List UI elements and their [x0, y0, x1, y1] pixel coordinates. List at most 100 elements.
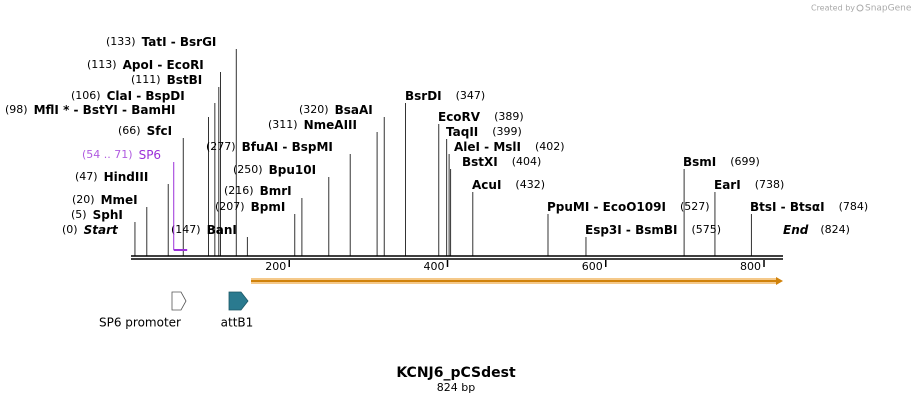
- site-position: (111): [131, 73, 161, 86]
- site-name: ApoI - EcoRI: [123, 58, 204, 72]
- site-label: End (824): [783, 223, 850, 237]
- site-name: SphI: [93, 208, 123, 222]
- site-name: AcuI: [472, 178, 501, 192]
- site-position: (66): [118, 124, 141, 137]
- site-name: Start: [84, 223, 119, 237]
- site-name: BsrDI: [405, 89, 442, 103]
- site-label: (113) ApoI - EcoRI: [87, 58, 204, 72]
- site-label: BstXI (404): [462, 155, 541, 169]
- site-name: BsmI: [683, 155, 716, 169]
- credit: Created by: [811, 4, 855, 13]
- site-position: (320): [299, 103, 329, 116]
- site-position: (575): [691, 223, 721, 236]
- site-label: (311) NmeAIII: [268, 118, 357, 132]
- site-position: (347): [456, 89, 486, 102]
- scale-label: 400: [424, 260, 445, 273]
- site-name: HindIII: [104, 170, 149, 184]
- site-label: (147) BanI: [171, 223, 237, 237]
- site-name: MflI * - BstYI - BamHI: [34, 103, 176, 117]
- site-name: BmrI: [260, 184, 292, 198]
- feature-arrow: [228, 291, 249, 311]
- site-label: (66) SfcI: [118, 124, 172, 138]
- brand-icon: [856, 4, 864, 12]
- site-position: (738): [755, 178, 785, 191]
- feature-label: SP6 promoter: [99, 316, 181, 330]
- site-label: (20) MmeI: [72, 193, 138, 207]
- site-position: (784): [839, 200, 869, 213]
- site-position: (824): [820, 223, 850, 236]
- site-position: (389): [494, 110, 524, 123]
- primer-range: (54 .. 71): [82, 148, 133, 161]
- site-position: (402): [535, 140, 565, 153]
- site-label: AcuI (432): [472, 178, 545, 192]
- site-name: End: [783, 223, 809, 237]
- site-name: BstXI: [462, 155, 498, 169]
- scale-label: 600: [582, 260, 603, 273]
- site-position: (311): [268, 118, 298, 131]
- site-label: AleI - MslI (402): [454, 140, 565, 154]
- site-name: EcoRV: [438, 110, 481, 124]
- site-position: (0): [62, 223, 78, 236]
- site-label: (47) HindIII: [75, 170, 148, 184]
- site-position: (47): [75, 170, 98, 183]
- brand: SnapGene: [865, 4, 912, 14]
- site-label: (320) BsaAI: [299, 103, 373, 117]
- site-label: (216) BmrI: [224, 184, 292, 198]
- site-position: (404): [512, 155, 542, 168]
- site-label: BsrDI (347): [405, 89, 485, 103]
- site-name: NmeAIII: [304, 118, 357, 132]
- primer-label: (54 .. 71) SP6: [82, 148, 161, 162]
- site-position: (98): [5, 103, 28, 116]
- site-label: (98) MflI * - BstYI - BamHI: [5, 103, 175, 117]
- site-name: MmeI: [101, 193, 138, 207]
- site-label: EcoRV (389): [438, 110, 524, 124]
- subtitle: 824 bp: [437, 381, 475, 394]
- site-position: (5): [71, 208, 87, 221]
- site-label: (133) TatI - BsrGI: [106, 35, 216, 49]
- site-name: EarI: [714, 178, 741, 192]
- site-label: BtsI - BtsαI (784): [750, 200, 868, 214]
- site-label: EarI (738): [714, 178, 784, 192]
- site-position: (216): [224, 184, 254, 197]
- site-label: PpuMI - EcoO109I (527): [547, 200, 710, 214]
- site-name: BstBI: [167, 73, 203, 87]
- primer-name: SP6: [139, 148, 162, 162]
- scale-label: 800: [740, 260, 761, 273]
- site-position: (106): [71, 89, 101, 102]
- site-name: PpuMI - EcoO109I: [547, 200, 666, 214]
- site-label: (277) BfuAI - BspMI: [206, 140, 333, 154]
- site-label: (106) ClaI - BspDI: [71, 89, 185, 103]
- site-label: (111) BstBI: [131, 73, 202, 87]
- site-name: Bpu10I: [269, 163, 316, 177]
- site-position: (207): [215, 200, 245, 213]
- site-position: (133): [106, 35, 136, 48]
- site-label: TaqII (399): [446, 125, 522, 139]
- site-position: (147): [171, 223, 201, 236]
- site-position: (250): [233, 163, 263, 176]
- site-position: (527): [680, 200, 710, 213]
- site-name: SfcI: [147, 124, 172, 138]
- site-position: (277): [206, 140, 236, 153]
- site-label: BsmI (699): [683, 155, 760, 169]
- site-name: ClaI - BspDI: [107, 89, 185, 103]
- site-label: (0) Start: [62, 223, 119, 237]
- site-name: BsaAI: [335, 103, 373, 117]
- site-position: (699): [730, 155, 760, 168]
- site-name: BtsI - BtsαI: [750, 200, 825, 214]
- site-label: (5) SphI: [71, 208, 123, 222]
- site-position: (20): [72, 193, 95, 206]
- site-position: (113): [87, 58, 117, 71]
- site-name: Esp3I - BsmBI: [585, 223, 677, 237]
- site-position: (432): [515, 178, 545, 191]
- orf-arrow-head: [776, 277, 783, 285]
- feature-label: attB1: [221, 316, 254, 330]
- site-label: (207) BpmI: [215, 200, 285, 214]
- title: KCNJ6_pCSdest: [396, 365, 516, 381]
- site-name: BpmI: [251, 200, 286, 214]
- site-label: (250) Bpu10I: [233, 163, 316, 177]
- site-name: BfuAI - BspMI: [242, 140, 333, 154]
- feature-arrow: [171, 291, 187, 311]
- site-name: TatI - BsrGI: [142, 35, 217, 49]
- site-position: (399): [492, 125, 522, 138]
